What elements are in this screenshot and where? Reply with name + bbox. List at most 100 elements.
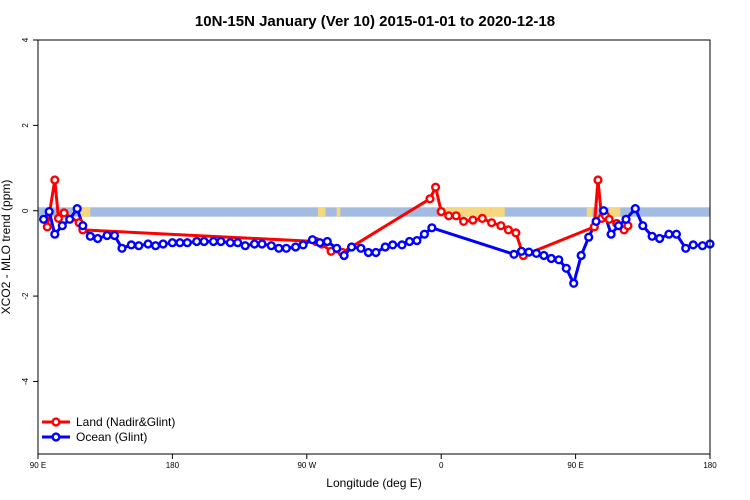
land-point-15 [459, 216, 469, 227]
ocean-point-58 [569, 278, 579, 288]
ocean-point-22 [208, 236, 219, 247]
ocean-point-41 [363, 247, 374, 258]
x-tick-label-2: 90 W [297, 461, 316, 470]
ocean-point-17 [167, 238, 178, 248]
ocean-point-33 [298, 240, 308, 250]
ocean-band [38, 207, 710, 217]
y-tick-label-3: -2 [21, 292, 30, 300]
ocean-point-12 [126, 240, 136, 250]
x-tick-label-3: 0 [439, 461, 444, 470]
land-band-5 [609, 207, 621, 217]
ocean-point-6 [78, 221, 88, 231]
land-point-20 [503, 225, 514, 235]
series-points [38, 175, 715, 288]
ocean-point-62 [598, 206, 609, 216]
ocean-point-40 [356, 243, 366, 253]
ocean-point-68 [647, 231, 657, 241]
ocean-point-38 [339, 250, 349, 261]
ocean-point-56 [554, 255, 564, 265]
land-point-21 [511, 228, 521, 238]
x-axis: 90 E 180 90 W 0 90 E 180 [30, 454, 717, 470]
land-point-12 [436, 207, 446, 217]
plot-frame [37, 39, 711, 455]
x-axis-label: Longitude (deg E) [326, 476, 421, 490]
land-band-4 [586, 207, 593, 217]
ocean-point-1 [44, 207, 54, 217]
ocean-point-15 [151, 241, 161, 251]
land-band-0 [79, 207, 91, 217]
x-tick-label-5: 180 [703, 461, 717, 470]
land-point-14 [451, 211, 461, 221]
ocean-point-29 [266, 241, 276, 251]
ocean-point-59 [576, 250, 586, 261]
ocean-point-63 [606, 229, 616, 239]
ocean-point-20 [192, 236, 202, 247]
chart-title: 10N-15N January (Ver 10) 2015-01-01 to 2… [195, 13, 555, 30]
ocean-point-66 [630, 204, 640, 214]
ocean-point-64 [613, 221, 624, 231]
ocean-point-61 [591, 216, 601, 227]
ocean-point-28 [257, 239, 267, 249]
ocean-point-34 [307, 235, 318, 245]
ocean-point-14 [143, 239, 153, 249]
legend-ocean-label: Ocean (Glint) [76, 430, 147, 444]
ocean-point-73 [688, 240, 698, 250]
ocean-point-47 [412, 236, 422, 246]
ocean-point-57 [561, 263, 571, 273]
ocean-point-10 [109, 230, 120, 241]
ocean-point-74 [697, 241, 708, 251]
land-point-11 [431, 182, 441, 192]
x-tick-label-0: 90 E [30, 461, 46, 470]
ocean-point-35 [315, 238, 325, 248]
legend-ocean-marker [51, 432, 61, 442]
ocean-point-0 [38, 214, 49, 224]
ocean-point-24 [225, 238, 235, 248]
ocean-point-11 [117, 243, 127, 253]
ocean-point-49 [427, 223, 437, 233]
ocean-point-36 [322, 236, 332, 247]
land-point-27 [604, 214, 614, 224]
ocean-point-70 [664, 229, 674, 239]
ocean-point-25 [233, 238, 243, 248]
ocean-point-67 [638, 221, 648, 231]
ocean-point-23 [216, 236, 226, 247]
land-point-17 [477, 213, 487, 224]
x-tick-label-1: 180 [166, 461, 180, 470]
ocean-point-43 [380, 242, 390, 252]
ocean-point-31 [281, 243, 291, 253]
y-axis-label: XCO2 - MLO trend (ppm) [0, 180, 13, 315]
ocean-point-16 [158, 239, 168, 249]
ocean-point-13 [134, 241, 144, 251]
ocean-point-8 [93, 233, 103, 244]
y-axis: 4 2 0 -2 -4 [21, 37, 38, 385]
ocean-point-54 [539, 250, 549, 261]
ocean-point-19 [182, 238, 192, 248]
ocean-point-4 [65, 214, 75, 224]
ocean-point-21 [199, 236, 209, 247]
ocean-point-26 [240, 241, 250, 251]
ocean-point-45 [397, 240, 407, 250]
ocean-point-27 [249, 239, 260, 249]
ocean-point-9 [102, 230, 112, 241]
ocean-point-7 [85, 231, 95, 241]
land-band-3 [441, 207, 505, 217]
ocean-point-52 [524, 247, 534, 257]
land-band-2 [336, 207, 341, 217]
ocean-point-46 [404, 236, 415, 247]
legend-land-marker [51, 417, 61, 427]
ocean-point-55 [546, 253, 556, 264]
ocean-point-3 [57, 221, 67, 231]
ocean-point-32 [291, 242, 301, 252]
y-tick-label-2: 0 [21, 208, 30, 213]
background-band [38, 207, 710, 217]
ocean-point-37 [332, 243, 342, 253]
land-point-16 [468, 215, 478, 225]
land-point-0 [42, 222, 52, 232]
ocean-point-39 [347, 242, 357, 252]
ocean-point-2 [50, 229, 60, 239]
y-tick-label-4: -4 [21, 377, 30, 385]
ocean-point-48 [419, 229, 430, 239]
y-tick-label-1: 2 [21, 123, 30, 128]
ocean-point-72 [681, 243, 691, 253]
